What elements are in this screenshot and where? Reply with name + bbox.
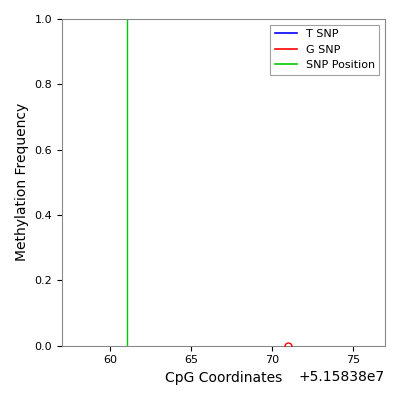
Legend: T SNP, G SNP, SNP Position: T SNP, G SNP, SNP Position [270,24,380,74]
Y-axis label: Methylation Frequency: Methylation Frequency [15,103,29,262]
X-axis label: CpG Coordinates: CpG Coordinates [165,371,282,385]
